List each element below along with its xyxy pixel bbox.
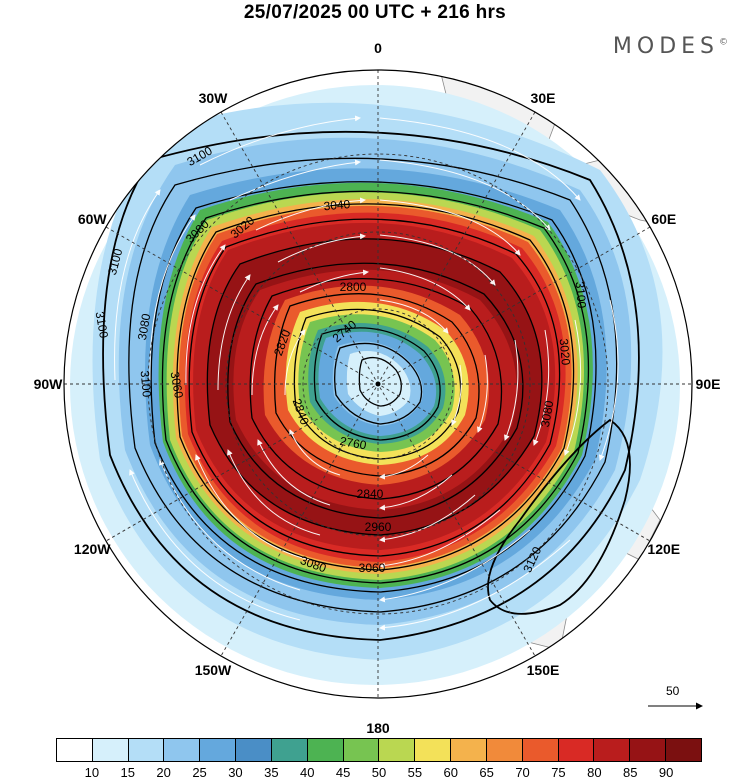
colorbar: [56, 738, 702, 762]
contour-label: 3080: [135, 312, 153, 341]
colorbar-box: [200, 739, 237, 761]
map-boundary: [63, 69, 693, 699]
wind-speed-shading: [70, 85, 680, 685]
colorbar-box: [594, 739, 631, 761]
contour-label: 3040: [323, 197, 351, 213]
colorbar-label: 10: [84, 765, 100, 780]
longitude-label: 30W: [199, 90, 229, 106]
contour-label: 2960: [365, 520, 392, 534]
colorbar-label: 90: [658, 765, 674, 780]
colorbar-label: 55: [407, 765, 423, 780]
colorbar-box: [343, 739, 380, 761]
colorbar-label: 65: [479, 765, 494, 780]
brand-text: MODES: [612, 34, 719, 59]
colorbar-box: [57, 739, 93, 761]
contour-label: 3080: [538, 399, 556, 428]
longitude-label: 120E: [647, 541, 680, 557]
colorbar-label: 85: [622, 765, 638, 780]
contour-label: 3100: [93, 310, 111, 339]
longitude-label: 150W: [195, 662, 232, 678]
pole-dot: [375, 381, 381, 387]
colorbar-label: 70: [515, 765, 530, 780]
colorbar-box: [486, 739, 523, 761]
contour-label: 3020: [557, 338, 573, 366]
brand-mark: ©: [719, 37, 728, 48]
geopotential-contours: [102, 131, 640, 641]
colorbar-box: [630, 739, 667, 761]
colorbar-box: [415, 739, 452, 761]
colorbar-label: 30: [228, 765, 243, 780]
longitude-label: 60W: [78, 211, 108, 227]
colorbar-labels: 10 15 20 25 30 35 40 45 50 55 60 65 70 75 80 85 90: [56, 765, 702, 781]
map-title: 25/07/2025 00 UTC + 216 hrs: [243, 2, 507, 23]
colorbar-box: [379, 739, 416, 761]
brand-logo: MODES©: [613, 34, 728, 59]
colorbar-box: [522, 739, 559, 761]
colorbar-box: [92, 739, 129, 761]
colorbar-label: 20: [156, 765, 171, 780]
colorbar-label: 35: [264, 765, 279, 780]
colorbar-box: [307, 739, 344, 761]
longitude-label: 90W: [34, 376, 64, 392]
streamlines: [114, 115, 619, 631]
longitude-label: 120W: [74, 541, 111, 557]
colorbar-label: 25: [192, 765, 207, 780]
contour-label: 2840: [357, 487, 384, 501]
colorbar-label: 45: [335, 765, 351, 780]
contour-label: 3100: [105, 247, 126, 277]
longitude-label: 30E: [531, 90, 556, 106]
colorbar-box: [451, 739, 487, 761]
colorbar-label: 60: [443, 765, 458, 780]
colorbar-box: [128, 739, 165, 761]
colorbar-label: 75: [551, 765, 566, 780]
contour-label: 2760: [339, 434, 368, 452]
colorbar-box: [271, 739, 308, 761]
contour-label: 3060: [359, 561, 386, 575]
contour-label: 2800: [340, 280, 367, 294]
colorbar-label: 15: [120, 765, 135, 780]
colorbar-box: [558, 739, 595, 761]
reference-vector-label: 50: [666, 684, 680, 698]
longitude-label: 180: [366, 720, 390, 736]
colorbar-label: 50: [371, 765, 387, 780]
longitude-label: 60E: [651, 211, 676, 227]
colorbar-box: [666, 739, 701, 761]
longitude-labels: 0 30E 60E 90E 120E 150E 180 150W 120W 90W 60W 30W: [34, 40, 721, 736]
colorbar-label: 80: [587, 765, 602, 780]
contour-label: 3100: [573, 281, 589, 309]
longitude-label: 150E: [527, 662, 560, 678]
colorbar-box: [236, 739, 272, 761]
contour-label: 3060: [168, 370, 186, 399]
colorbar-box: [164, 739, 201, 761]
longitude-label: 90E: [696, 376, 721, 392]
contour-label: 3100: [138, 370, 154, 398]
longitude-label: 0: [374, 40, 382, 56]
colorbar-label: 40: [299, 765, 315, 780]
